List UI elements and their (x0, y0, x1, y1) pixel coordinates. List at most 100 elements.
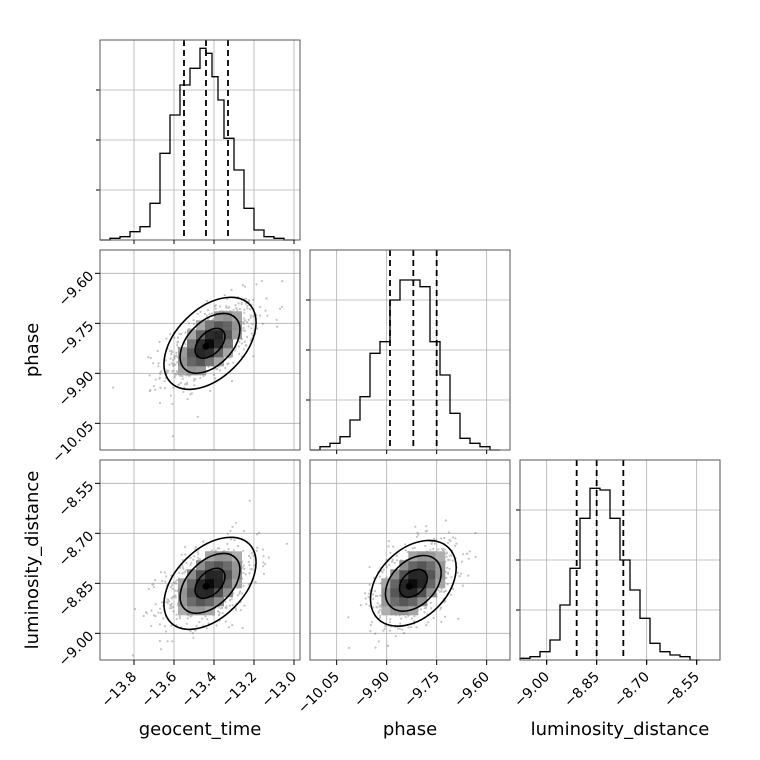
sample-point (442, 549, 445, 552)
density-cell (223, 320, 233, 331)
sample-point (167, 369, 170, 372)
sample-point (152, 385, 155, 388)
density-cell (196, 596, 206, 607)
sample-point (170, 602, 173, 606)
x-tick-label: −8.70 (611, 669, 653, 711)
density-cell (214, 311, 224, 322)
sample-point (203, 312, 207, 316)
sample-point (432, 547, 435, 551)
x-axis-label-luminosity_distance: luminosity_distance (531, 719, 710, 740)
density-cell (399, 569, 410, 580)
sample-point (218, 547, 221, 550)
density-cell (196, 560, 206, 571)
sample-point (189, 563, 192, 566)
sample-point (448, 554, 451, 557)
density-cell (390, 578, 401, 589)
density-cell (408, 596, 419, 607)
sample-point (251, 323, 254, 326)
sample-point (242, 317, 245, 320)
sample-point (396, 627, 399, 630)
sample-point (228, 604, 231, 607)
peak-point (202, 342, 210, 350)
sample-point (169, 604, 172, 608)
sample-point (176, 372, 179, 375)
sample-point (209, 389, 212, 392)
sample-point (172, 364, 175, 367)
density-cell (214, 578, 224, 589)
sample-point (171, 361, 174, 365)
sample-point (474, 555, 477, 559)
sample-point (261, 548, 265, 551)
sample-point (226, 363, 229, 366)
sample-point (170, 597, 173, 600)
sample-point (175, 617, 178, 621)
sample-point (377, 640, 380, 643)
sample-point (172, 369, 175, 372)
density-cell (435, 578, 446, 589)
y-tick-label: −8.55 (56, 478, 98, 520)
sample-point (193, 377, 196, 380)
sample-point (152, 362, 155, 365)
sample-point (223, 294, 226, 297)
sample-point (247, 583, 250, 586)
sample-point (169, 350, 172, 353)
sample-point (230, 598, 233, 601)
density-cell (205, 338, 215, 349)
x-tick-label: −8.55 (661, 669, 703, 711)
sample-point (388, 563, 391, 567)
sample-point (385, 576, 388, 579)
sample-point (171, 351, 174, 354)
sample-point (169, 333, 172, 336)
sample-point (157, 611, 160, 614)
sample-point (195, 624, 198, 628)
sample-point (376, 606, 379, 609)
density-cell (187, 578, 197, 589)
sample-point (457, 617, 460, 620)
sample-point (415, 535, 419, 539)
sample-point (189, 630, 192, 633)
sample-point (160, 648, 163, 651)
sample-point (193, 555, 196, 558)
sample-point (152, 586, 155, 589)
sample-point (163, 571, 166, 574)
sample-point (243, 340, 246, 343)
sample-point (393, 561, 396, 564)
sample-point (444, 589, 447, 593)
density-cell (417, 587, 428, 598)
sample-point (409, 626, 413, 629)
density-cell (232, 320, 242, 331)
sample-point (166, 601, 169, 605)
density-cell (399, 560, 410, 571)
sample-point (154, 615, 157, 618)
density-cell (205, 596, 215, 607)
sample-point (224, 606, 227, 610)
sample-point (437, 548, 440, 551)
sample-point (164, 580, 167, 583)
sample-point (468, 550, 471, 553)
sample-point (168, 607, 172, 610)
sample-point (399, 622, 402, 625)
histogram-luminosity_distance (519, 487, 700, 661)
sample-point (156, 349, 159, 353)
sample-point (441, 547, 444, 550)
density-cell (381, 605, 392, 616)
sample-point (208, 312, 211, 316)
sample-point (400, 617, 403, 620)
sample-point (430, 542, 433, 546)
density-cell (178, 365, 188, 376)
sample-point (238, 308, 241, 311)
sample-point (196, 551, 199, 554)
sample-point (197, 553, 200, 556)
histogram-panel-luminosity_distance (516, 459, 721, 664)
sample-point (442, 547, 445, 550)
sample-point (389, 621, 392, 624)
sample-point (178, 615, 181, 618)
sample-point (186, 383, 189, 386)
density-cell (205, 569, 215, 580)
sample-point (226, 297, 229, 300)
contour-line (369, 539, 457, 627)
sample-point (430, 607, 433, 610)
sample-point (191, 632, 194, 635)
sample-point (148, 390, 151, 393)
